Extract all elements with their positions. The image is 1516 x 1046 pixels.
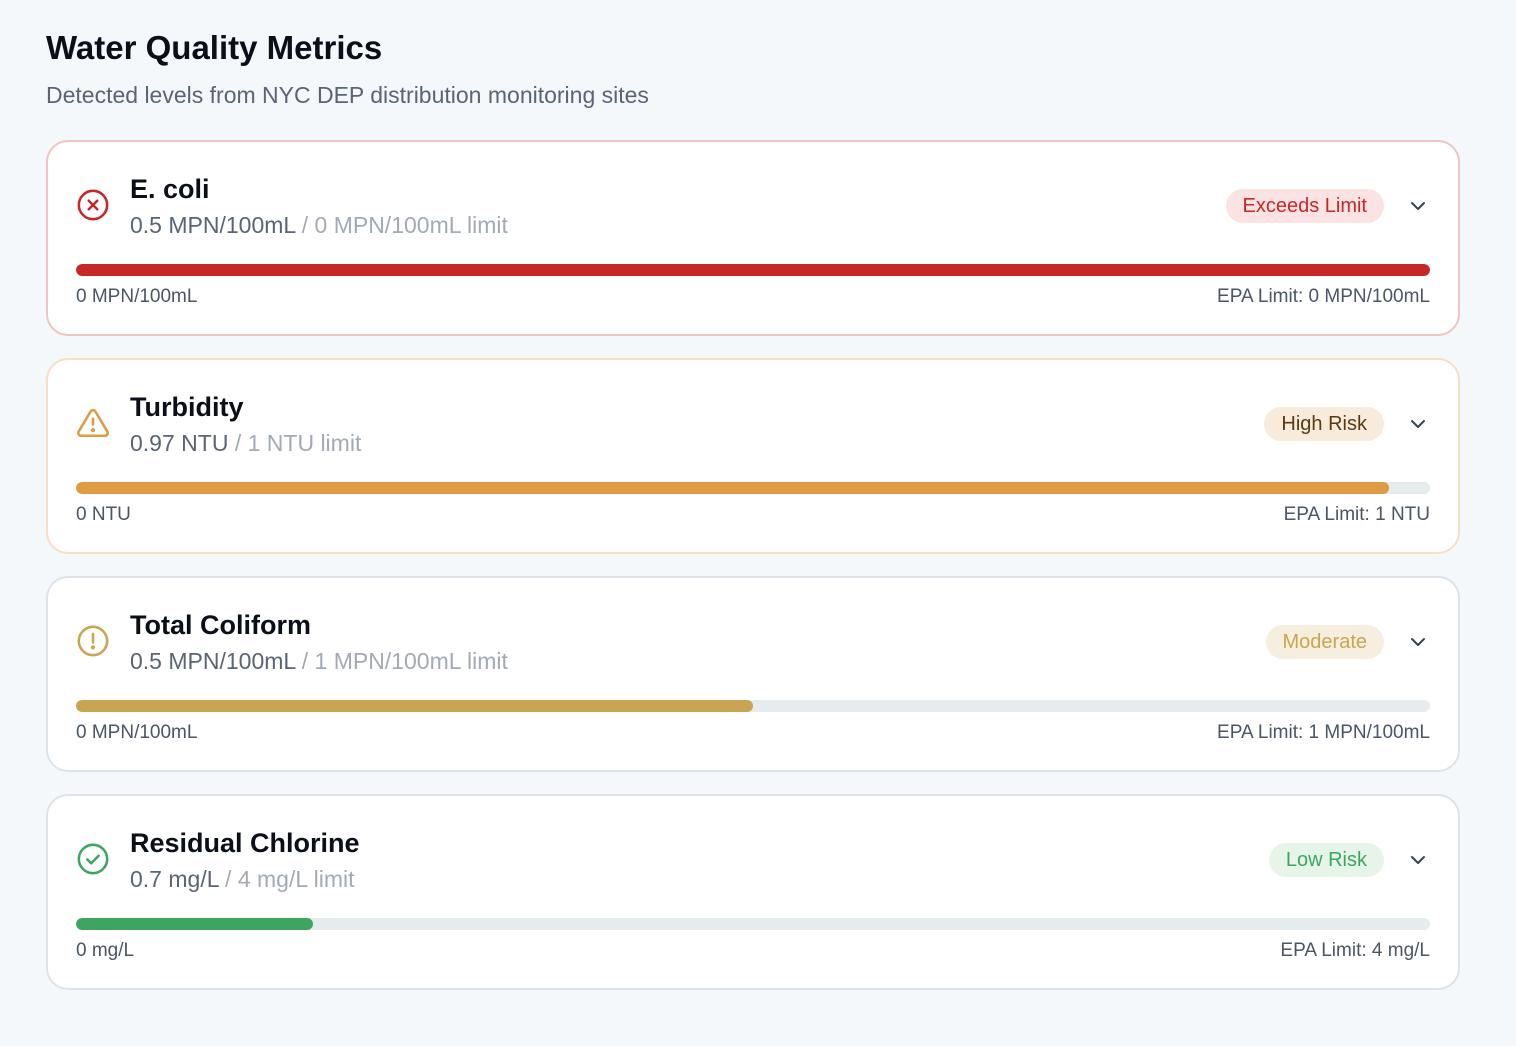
- level-bar-track: [76, 264, 1430, 276]
- chevron-down-icon[interactable]: [1406, 848, 1430, 872]
- metric-name: Turbidity: [130, 392, 244, 422]
- page-subtitle: Detected levels from NYC DEP distributio…: [46, 82, 649, 108]
- scale-max-label: EPA Limit: 1 MPN/100mL: [1217, 722, 1430, 743]
- status-badge: Low Risk: [1268, 843, 1384, 877]
- check-circle-icon: [76, 842, 110, 876]
- metric-card-header: Turbidity 0.97 NTU / 1 NTU limit High Ri…: [76, 390, 1430, 482]
- scale-min-label: 0 NTU: [76, 504, 131, 525]
- metric-value: 0.5 MPN/100mL: [130, 212, 296, 238]
- metric-reading: 0.5 MPN/100mL / 1 MPN/100mL limit: [130, 646, 508, 676]
- scale-min-label: 0 mg/L: [76, 940, 135, 961]
- level-bar-track: [76, 482, 1430, 494]
- x-circle-icon: [76, 188, 110, 222]
- chevron-down-icon[interactable]: [1406, 194, 1430, 218]
- metric-limit: / 4 mg/L limit: [225, 866, 355, 892]
- metric-limit: / 0 MPN/100mL limit: [301, 212, 508, 238]
- chevron-down-icon[interactable]: [1406, 412, 1430, 436]
- scale-max-label: EPA Limit: 1 NTU: [1283, 504, 1430, 525]
- status-badge: Exceeds Limit: [1225, 189, 1384, 223]
- metric-name: E. coli: [130, 174, 210, 204]
- page: Water Quality Metrics Detected levels fr…: [46, 29, 1470, 990]
- level-bar-fill: [76, 482, 1390, 494]
- metric-card-header: Total Coliform 0.5 MPN/100mL / 1 MPN/100…: [76, 608, 1430, 700]
- scale-min-label: 0 MPN/100mL: [76, 722, 198, 743]
- metric-card-header: Residual Chlorine 0.7 mg/L / 4 mg/L limi…: [76, 826, 1430, 918]
- metric-card-residual-chlorine[interactable]: Residual Chlorine 0.7 mg/L / 4 mg/L limi…: [46, 794, 1460, 990]
- metric-limit: / 1 NTU limit: [234, 430, 362, 456]
- level-scale: 0 MPN/100mL EPA Limit: 0 MPN/100mL: [76, 282, 1430, 312]
- level-scale: 0 MPN/100mL EPA Limit: 1 MPN/100mL: [76, 718, 1430, 748]
- metric-value: 0.97 NTU: [130, 430, 229, 456]
- chevron-down-icon[interactable]: [1406, 630, 1430, 654]
- metric-reading: 0.97 NTU / 1 NTU limit: [130, 428, 361, 458]
- level-bar-track: [76, 918, 1430, 930]
- level-bar-track: [76, 700, 1430, 712]
- metric-reading: 0.5 MPN/100mL / 0 MPN/100mL limit: [130, 210, 508, 240]
- level-bar-fill: [76, 264, 1430, 276]
- level-bar-fill: [76, 700, 753, 712]
- metric-card-turbidity[interactable]: Turbidity 0.97 NTU / 1 NTU limit High Ri…: [46, 358, 1460, 554]
- status-badge: High Risk: [1264, 407, 1384, 441]
- page-title: Water Quality Metrics: [46, 29, 383, 66]
- level-scale: 0 mg/L EPA Limit: 4 mg/L: [76, 936, 1430, 966]
- metric-reading: 0.7 mg/L / 4 mg/L limit: [130, 864, 355, 894]
- metric-limit: / 1 MPN/100mL limit: [301, 648, 508, 674]
- level-scale: 0 NTU EPA Limit: 1 NTU: [76, 500, 1430, 530]
- alert-circle-icon: [76, 624, 110, 658]
- metric-name: Residual Chlorine: [130, 828, 360, 858]
- metric-list: E. coli 0.5 MPN/100mL / 0 MPN/100mL limi…: [46, 140, 1470, 990]
- metric-card-ecoli[interactable]: E. coli 0.5 MPN/100mL / 0 MPN/100mL limi…: [46, 140, 1460, 336]
- metric-card-total-coliform[interactable]: Total Coliform 0.5 MPN/100mL / 1 MPN/100…: [46, 576, 1460, 772]
- level-bar-fill: [76, 918, 313, 930]
- status-badge: Moderate: [1265, 625, 1384, 659]
- metric-card-header: E. coli 0.5 MPN/100mL / 0 MPN/100mL limi…: [76, 172, 1430, 264]
- metric-value: 0.7 mg/L: [130, 866, 219, 892]
- metric-value: 0.5 MPN/100mL: [130, 648, 296, 674]
- scale-max-label: EPA Limit: 0 MPN/100mL: [1217, 286, 1430, 307]
- scale-min-label: 0 MPN/100mL: [76, 286, 198, 307]
- warning-triangle-icon: [76, 406, 110, 440]
- metric-name: Total Coliform: [130, 610, 311, 640]
- scale-max-label: EPA Limit: 4 mg/L: [1280, 940, 1430, 961]
